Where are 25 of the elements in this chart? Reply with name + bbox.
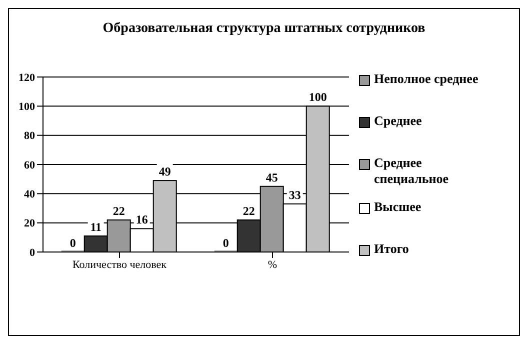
- data-label: 100: [308, 90, 327, 104]
- data-label: 33: [288, 188, 301, 202]
- y-tick-label: 20: [24, 218, 36, 230]
- legend-label: Итого: [374, 241, 410, 257]
- legend-label: Среднее специальное: [374, 155, 450, 187]
- y-tick-label: 60: [24, 159, 36, 172]
- data-label: 0: [70, 236, 76, 250]
- y-tick-label: 40: [24, 188, 36, 201]
- x-tick-label: %: [268, 258, 278, 271]
- legend-label: Неполное среднее: [374, 71, 480, 87]
- x-tick-label: Количество человек: [72, 258, 168, 271]
- legend-label: Среднее: [374, 113, 423, 129]
- data-label: 11: [90, 220, 102, 234]
- y-tick-label: 0: [30, 246, 36, 259]
- y-tick-label: 80: [24, 130, 36, 142]
- y-tick-label: 100: [18, 101, 36, 114]
- data-label: 22: [242, 204, 255, 218]
- data-label: 0: [222, 236, 229, 250]
- data-label: 22: [112, 204, 125, 218]
- chart-title: Образовательная структура штатных сотрудников: [102, 21, 426, 38]
- data-label: 16: [136, 212, 148, 227]
- legend-label: Высшее: [374, 199, 422, 215]
- data-label: 49: [158, 164, 171, 179]
- y-tick-label: 120: [18, 72, 36, 84]
- data-label: 45: [266, 170, 278, 184]
